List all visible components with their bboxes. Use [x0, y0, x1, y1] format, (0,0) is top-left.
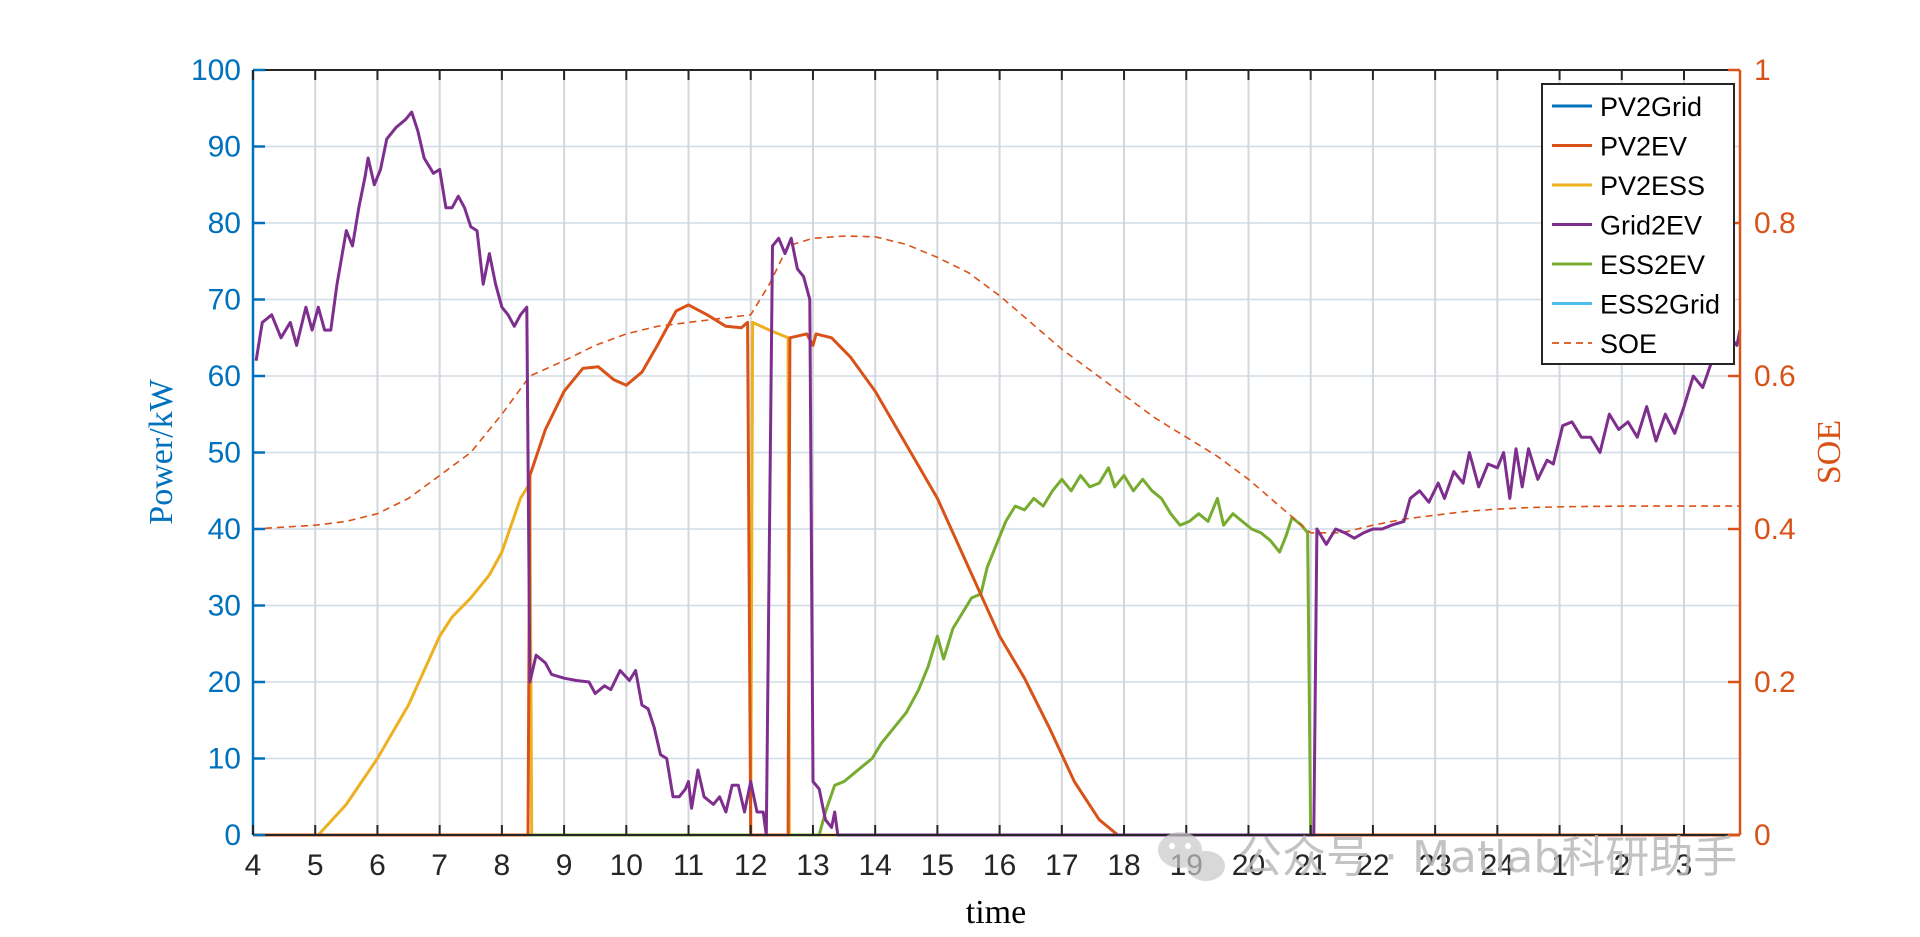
y-right-tick-label: 0.6: [1754, 360, 1796, 393]
legend: PV2Grid PV2EV PV2ESS Grid2EV ESS2EV ESS2Grid S…: [1541, 83, 1735, 365]
y-right-ticks: 0 0.2 0.4 0.6 0.8 1: [1728, 54, 1796, 852]
y-left-tick-label: 80: [208, 207, 241, 240]
x-tick-label: 18: [1107, 849, 1140, 882]
legend-label-ess2grid: ESS2Grid: [1600, 290, 1720, 320]
x-axis-label: time: [966, 894, 1026, 931]
x-tick-label: 3: [1676, 849, 1693, 882]
x-tick-label: 24: [1481, 849, 1514, 882]
legend-label-soe: SOE: [1600, 329, 1657, 359]
y-left-tick-label: 50: [208, 437, 241, 470]
y-left-tick-label: 40: [208, 513, 241, 546]
y-left-axis-label: Power/kW: [143, 378, 180, 524]
y-left-ticks: 0 10 20 30 40 50 60 70 80 90 100: [191, 54, 265, 852]
y-left-tick-label: 70: [208, 284, 241, 317]
x-tick-label: 20: [1232, 849, 1265, 882]
y-left-tick-label: 20: [208, 666, 241, 699]
x-tick-label: 1: [1551, 849, 1568, 882]
wechat-icon: [1158, 832, 1225, 881]
y-right-tick-label: 0.2: [1754, 666, 1796, 699]
x-tick-label: 22: [1356, 849, 1389, 882]
x-tick-label: 12: [734, 849, 767, 882]
y-right-tick-label: 1: [1754, 54, 1771, 87]
x-tick-label: 17: [1045, 849, 1078, 882]
x-tick-label: 10: [610, 849, 643, 882]
watermark-text: 公众号 · Matlab科研助手: [1238, 832, 1737, 883]
legend-label-grid2ev: Grid2EV: [1600, 211, 1702, 241]
legend-label-pv2grid: PV2Grid: [1600, 92, 1702, 122]
legend-label-pv2ess: PV2ESS: [1600, 171, 1705, 201]
series-line-ess2ev: [253, 466, 1740, 837]
x-tick-label: 4: [245, 849, 262, 882]
y-left-tick-label: 60: [208, 360, 241, 393]
y-right-tick-label: 0.8: [1754, 207, 1796, 240]
legend-label-ess2ev: ESS2EV: [1600, 250, 1705, 280]
x-tick-label: 13: [796, 849, 829, 882]
series-line-soe: [252, 235, 1740, 534]
x-tick-label: 23: [1418, 849, 1451, 882]
x-tick-label: 15: [921, 849, 954, 882]
y-right-tick-label: 0.4: [1754, 513, 1796, 546]
x-tick-label: 8: [494, 849, 511, 882]
watermark: 公众号 · Matlab科研助手: [1158, 832, 1737, 883]
x-tick-label: 14: [858, 849, 891, 882]
x-tick-label: 6: [369, 849, 386, 882]
series-line-pv2ess: [253, 320, 1740, 837]
y-left-tick-label: 30: [208, 590, 241, 623]
y-left-tick-label: 90: [208, 131, 241, 164]
y-left-tick-label: 10: [208, 743, 241, 776]
x-tick-label: 11: [673, 849, 704, 882]
y-right-tick-label: 0: [1754, 819, 1771, 852]
x-tick-label: 7: [431, 849, 448, 882]
x-tick-label: 9: [556, 849, 573, 882]
x-tick-label: 16: [983, 849, 1016, 882]
series-line-grid2ev: [254, 110, 1742, 837]
y-right-axis-label: SOE: [1811, 420, 1848, 484]
x-tick-label: 2: [1613, 849, 1630, 882]
y-left-tick-label: 0: [224, 819, 241, 852]
x-tick-label: 21: [1294, 849, 1327, 882]
x-tick-label: 5: [307, 849, 324, 882]
legend-label-pv2ev: PV2EV: [1600, 132, 1687, 162]
x-ticks: 456789101112131415161718192021222324123: [245, 70, 1693, 882]
y-left-tick-label: 100: [191, 54, 241, 87]
